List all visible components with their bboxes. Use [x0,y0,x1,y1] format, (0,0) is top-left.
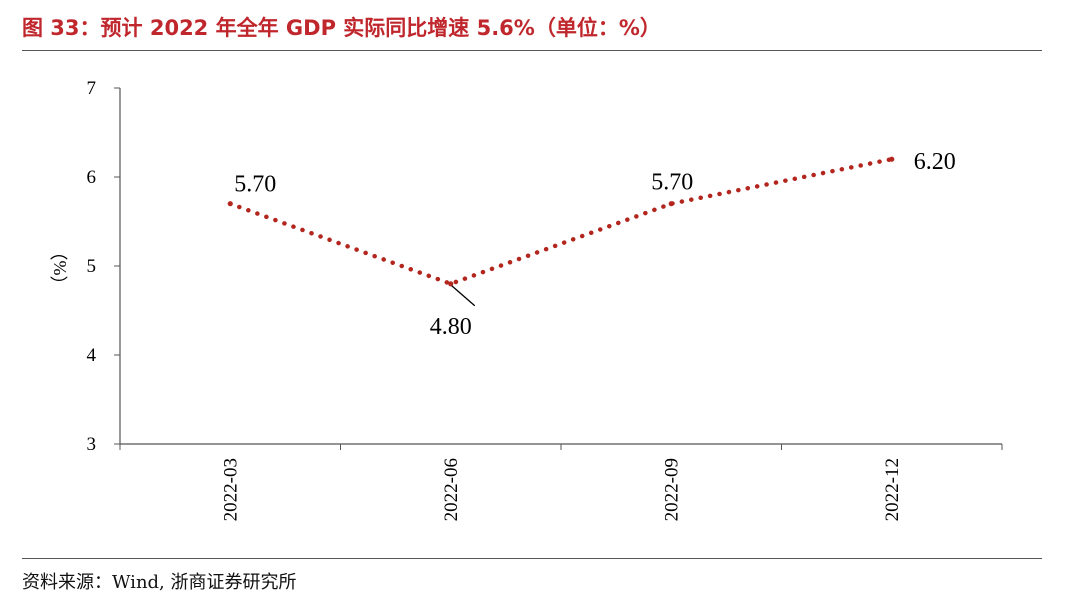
label-leader-line [451,285,476,307]
line-chart: 3 4 5 6 7 2022-03 2022-06 2022-09 2022-12 5.70 4.… [50,78,1003,521]
data-label: 5.70 [234,172,276,198]
chart-axes [119,88,1002,445]
x-tick-label: 2022-03 [220,458,241,521]
x-tick-label: 2022-09 [661,458,682,521]
data-label: 4.80 [430,314,472,340]
y-tick-label: 3 [87,434,97,455]
data-point [889,156,895,162]
data-label: 5.70 [651,170,693,196]
y-axis-label: （%） [50,243,70,294]
chart-ticks: 3 4 5 6 7 2022-03 2022-06 2022-09 2022-12 [87,78,1003,521]
source-divider [22,558,1042,559]
data-point [227,201,233,207]
chart-data-labels: 5.70 4.80 5.70 6.20 [234,149,956,340]
x-tick-label: 2022-12 [882,458,903,521]
y-tick-label: 7 [87,78,97,99]
title-divider [22,50,1042,51]
figure-title: 图 33：预计 2022 年全年 GDP 实际同比增速 5.6%（单位：%） [22,16,661,40]
y-tick-label: 4 [87,345,97,366]
x-tick-label: 2022-06 [441,458,462,521]
y-tick-label: 5 [87,256,97,277]
data-label: 6.20 [914,149,956,175]
chart-series [227,156,895,287]
data-point [668,201,674,207]
data-point [448,281,454,287]
source-note: 资料来源：Wind, 浙商证券研究所 [22,572,297,593]
y-tick-label: 6 [87,167,97,188]
series-line [228,156,894,287]
